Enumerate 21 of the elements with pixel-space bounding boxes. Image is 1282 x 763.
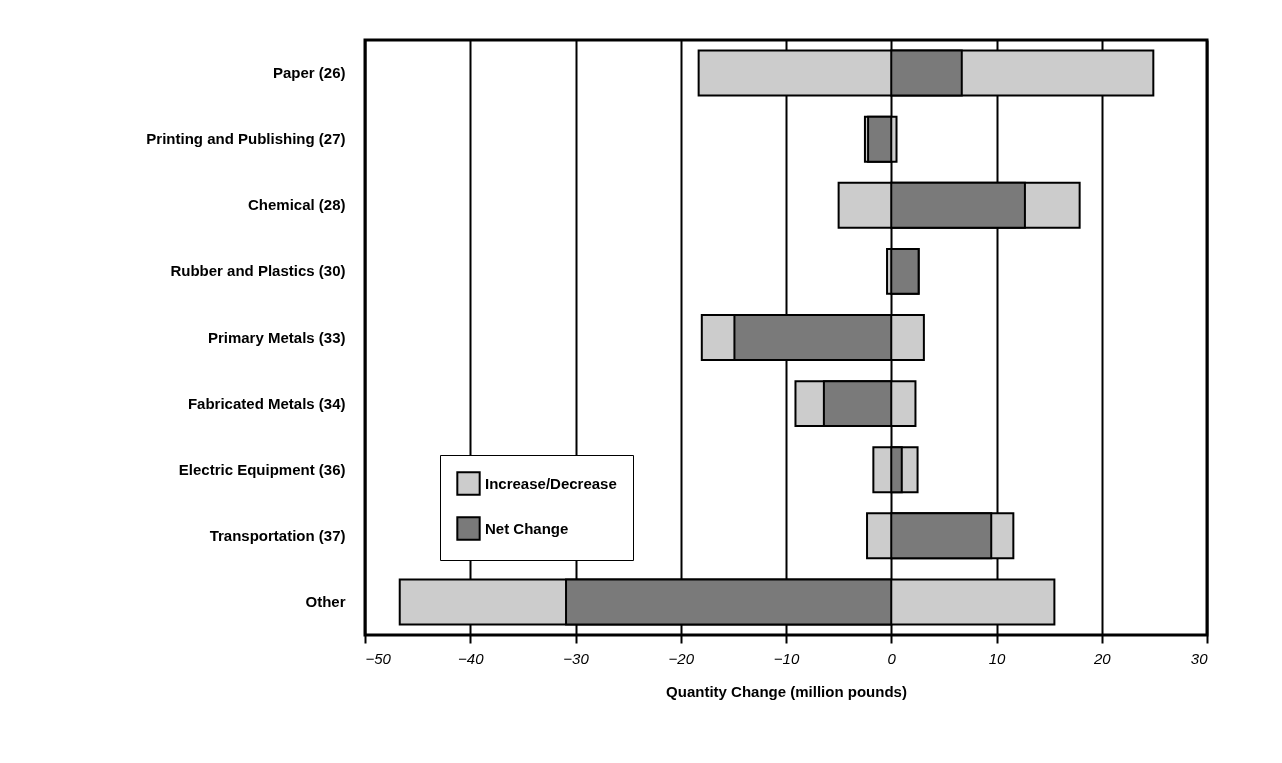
y-tick-label: Paper (26) — [272, 64, 346, 82]
y-tick-label: Rubber and Plastics (30) — [170, 262, 346, 280]
x-tick-label: 10 — [988, 649, 1006, 667]
y-tick-label: Printing and Publishing (27) — [146, 130, 346, 148]
y-tick-label: Primary Metals (33) — [207, 328, 346, 346]
x-tick-label: −30 — [563, 649, 590, 667]
x-tick-label: 30 — [1190, 649, 1209, 667]
y-tick-label: Electric Equipment (36) — [178, 460, 346, 478]
x-tick-label: −50 — [365, 649, 392, 667]
y-tick-label: Chemical (28) — [247, 196, 346, 214]
y-tick-label: Transportation (37) — [209, 526, 346, 544]
y-tick-label: Other — [305, 592, 346, 610]
x-tick-label: 20 — [1092, 649, 1112, 667]
x-tick-label: −40 — [458, 649, 485, 667]
legend-label: Net Change — [485, 519, 569, 537]
x-tick-label: 0 — [887, 649, 897, 667]
x-tick-label: −10 — [773, 649, 800, 667]
y-tick-label: Fabricated Metals (34) — [187, 394, 346, 412]
x-axis-title: Quantity Change (million pounds) — [666, 682, 907, 700]
x-tick-label: −20 — [668, 649, 695, 667]
legend-label: Increase/Decrease — [485, 474, 617, 492]
